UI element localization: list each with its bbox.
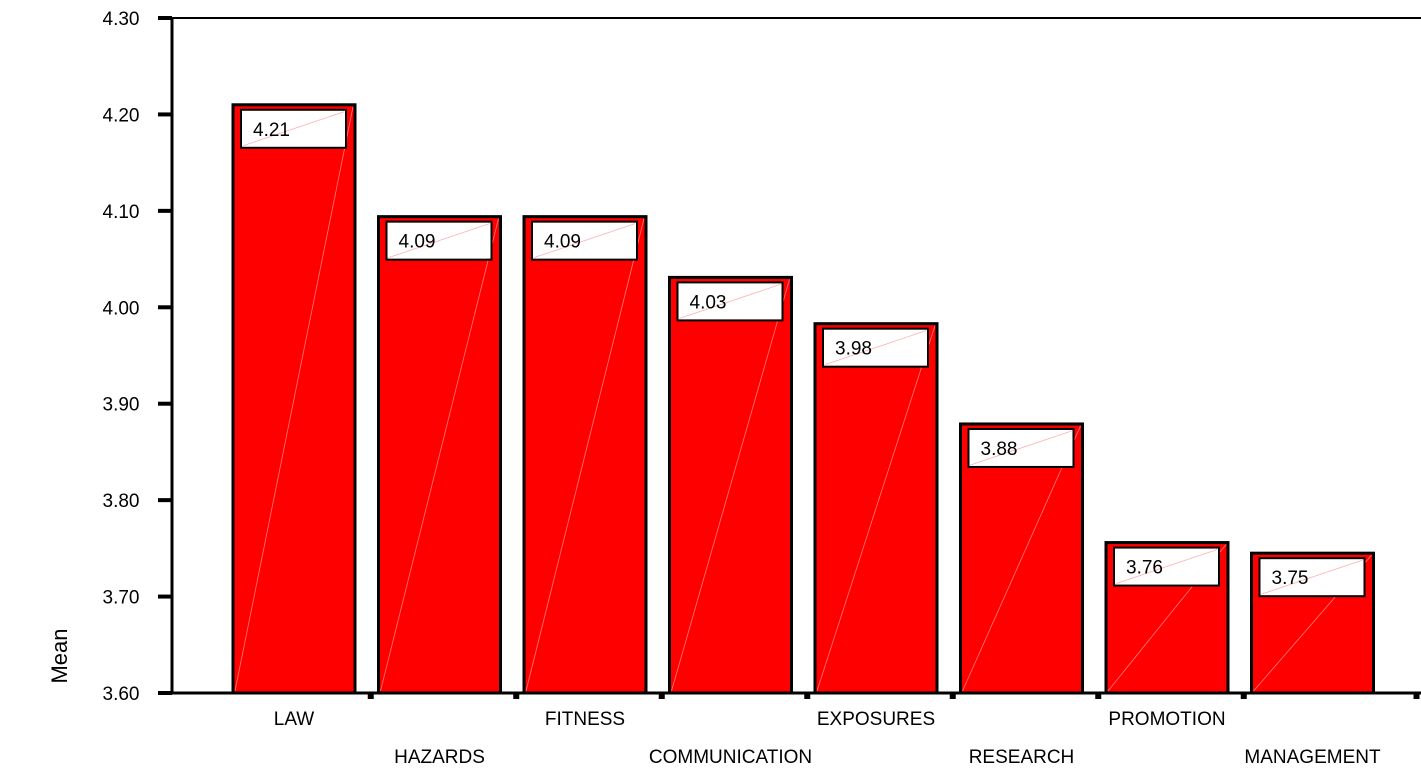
bar-group: 3.88 — [959, 422, 1084, 695]
bar-group: 3.98 — [813, 322, 939, 695]
x-tick — [658, 693, 665, 699]
x-tick — [1240, 693, 1247, 699]
y-tick-label: 3.60 — [103, 684, 140, 705]
data-label: 3.75 — [1272, 568, 1309, 589]
data-label: 3.76 — [1126, 558, 1163, 579]
x-category-label: COMMUNICATION — [649, 747, 812, 768]
y-tick-label: 4.00 — [103, 298, 140, 319]
data-label: 3.98 — [835, 339, 872, 360]
x-tick — [513, 693, 520, 699]
bar-diagonal — [816, 325, 936, 692]
x-tick — [949, 693, 956, 699]
data-label-diagonal — [1261, 559, 1363, 595]
bar-group: 3.76 — [1104, 541, 1230, 695]
x-category-label: FITNESS — [545, 709, 625, 730]
bar-diagonal — [671, 279, 790, 692]
y-ticks-group: 3.60 3.70 3.80 3.90 4.00 4.10 4.20 4.30 — [103, 9, 172, 705]
y-axis-title: Mean — [47, 628, 72, 683]
bar-group: 4.09 — [377, 215, 502, 695]
bars-group: 4.21 4.09 4.09 4.03 3.98 3.88 3.76 3.75 — [231, 103, 1375, 695]
data-label: 3.88 — [981, 439, 1018, 460]
data-label: 4.21 — [253, 120, 290, 141]
x-category-label: MANAGEMENT — [1244, 747, 1381, 768]
bar-group: 3.75 — [1250, 551, 1375, 695]
bar-diagonal — [962, 425, 1081, 692]
data-label-diagonal — [970, 430, 1072, 466]
bar-diagonal — [234, 106, 354, 692]
y-tick-label: 4.20 — [103, 105, 140, 126]
y-tick-label: 3.70 — [103, 588, 140, 609]
x-category-label: RESEARCH — [969, 747, 1075, 768]
y-tick-label: 3.90 — [103, 395, 140, 416]
bar-diagonal — [380, 218, 499, 692]
data-label-diagonal — [533, 223, 636, 259]
data-label-diagonal — [679, 284, 781, 319]
bar-group: 4.09 — [522, 215, 648, 695]
bar-group: 4.03 — [668, 275, 793, 695]
data-label-diagonal — [1115, 549, 1218, 584]
x-category-label: LAW — [274, 709, 315, 730]
x-category-label: EXPOSURES — [817, 709, 935, 730]
data-label: 4.09 — [399, 232, 436, 253]
data-label: 4.09 — [544, 232, 581, 253]
y-tick-label: 4.30 — [103, 9, 140, 30]
x-category-label: PROMOTION — [1108, 709, 1225, 730]
x-tick — [1095, 693, 1102, 699]
y-tick-label: 4.10 — [103, 202, 140, 223]
data-label-diagonal — [242, 111, 345, 147]
bar-group: 4.21 — [231, 103, 357, 695]
x-tick — [367, 693, 374, 699]
bar-diagonal — [525, 218, 645, 692]
x-tick — [804, 693, 811, 699]
data-label-diagonal — [388, 223, 490, 259]
data-label: 4.03 — [690, 292, 727, 313]
x-tick — [1413, 693, 1420, 699]
data-label-diagonal — [824, 330, 927, 366]
x-category-label: HAZARDS — [394, 747, 485, 768]
y-tick-label: 3.80 — [103, 491, 140, 512]
